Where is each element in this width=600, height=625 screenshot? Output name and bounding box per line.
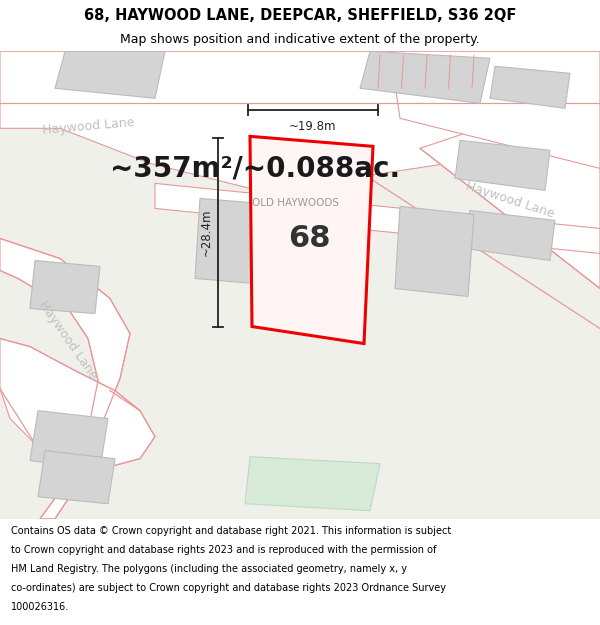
Text: Map shows position and indicative extent of the property.: Map shows position and indicative extent… [120, 34, 480, 46]
Text: Haywood Lane: Haywood Lane [464, 180, 556, 221]
Polygon shape [55, 51, 165, 98]
Text: ~357m²/~0.088ac.: ~357m²/~0.088ac. [110, 154, 400, 182]
Polygon shape [360, 51, 490, 103]
Text: 68: 68 [289, 224, 331, 253]
Text: HM Land Registry. The polygons (including the associated geometry, namely x, y: HM Land Registry. The polygons (includin… [11, 564, 407, 574]
Polygon shape [0, 51, 600, 188]
Polygon shape [250, 136, 373, 344]
Text: 68, HAYWOOD LANE, DEEPCAR, SHEFFIELD, S36 2QF: 68, HAYWOOD LANE, DEEPCAR, SHEFFIELD, S3… [84, 8, 516, 23]
Polygon shape [465, 211, 555, 261]
Text: ~19.8m: ~19.8m [289, 120, 337, 133]
Polygon shape [420, 128, 600, 289]
Polygon shape [0, 339, 155, 467]
Text: to Crown copyright and database rights 2023 and is reproduced with the permissio: to Crown copyright and database rights 2… [11, 545, 436, 555]
Text: Haywood Lane: Haywood Lane [36, 299, 100, 382]
Polygon shape [155, 183, 600, 254]
Polygon shape [0, 51, 600, 519]
Text: ~28.4m: ~28.4m [199, 209, 212, 256]
Text: 100026316.: 100026316. [11, 602, 69, 612]
Polygon shape [455, 141, 550, 191]
Polygon shape [390, 51, 600, 168]
Polygon shape [245, 457, 380, 511]
Text: co-ordinates) are subject to Crown copyright and database rights 2023 Ordnance S: co-ordinates) are subject to Crown copyr… [11, 583, 446, 593]
Polygon shape [38, 451, 115, 504]
Polygon shape [395, 206, 474, 296]
Text: OLD HAYWOODS: OLD HAYWOODS [251, 198, 338, 208]
Text: Haywood Lane: Haywood Lane [41, 116, 134, 137]
Polygon shape [30, 261, 100, 314]
Polygon shape [0, 239, 130, 519]
Text: Contains OS data © Crown copyright and database right 2021. This information is : Contains OS data © Crown copyright and d… [11, 526, 451, 536]
Polygon shape [195, 198, 296, 286]
Polygon shape [490, 66, 570, 108]
Polygon shape [30, 411, 108, 469]
